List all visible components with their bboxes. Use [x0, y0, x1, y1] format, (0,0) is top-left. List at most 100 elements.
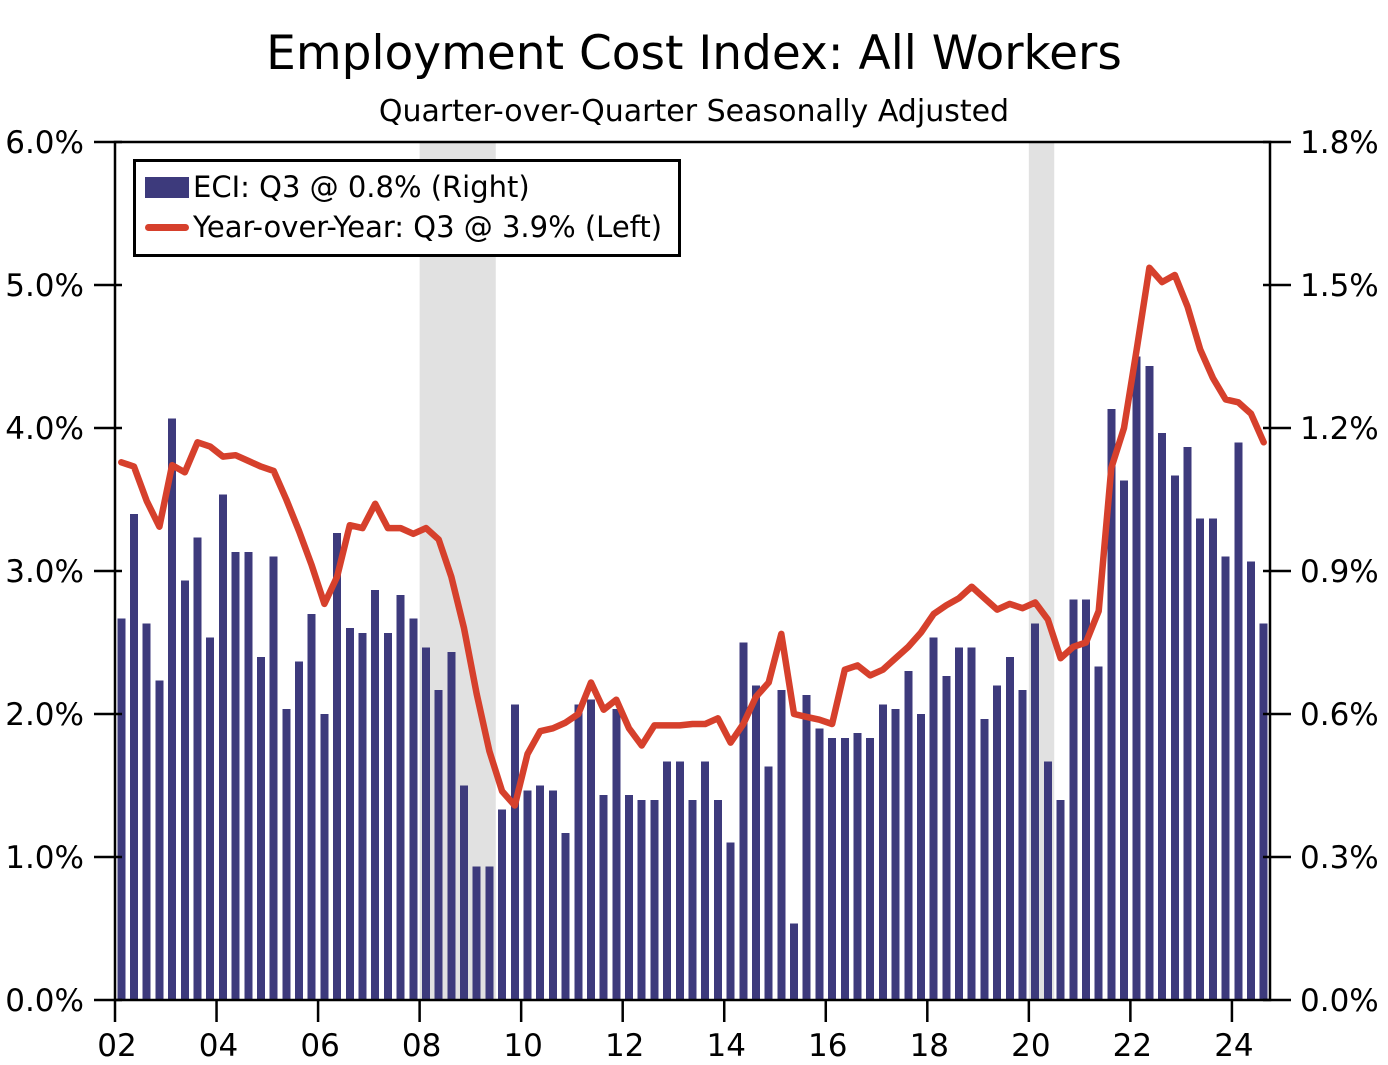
eci-bar-swatch [145, 176, 189, 198]
x-axis-tick-label: 12 [605, 1028, 644, 1064]
eci-bar-2010Q2 [536, 785, 545, 1000]
legend-item-yoy: Year-over-Year: Q3 @ 3.9% (Left) [145, 207, 662, 247]
x-axis-tick-label: 02 [97, 1028, 136, 1064]
x-axis-tick-label: 16 [808, 1028, 847, 1064]
eci-bar-2012Q3 [650, 799, 659, 1000]
eci-bar-2011Q4 [612, 709, 621, 1000]
left-axis-tick-label: 3.0% [5, 554, 84, 590]
eci-bar-2012Q4 [663, 761, 672, 1000]
eci-bar-2021Q2 [1094, 666, 1103, 1000]
eci-bar-2023Q4 [1221, 556, 1230, 1000]
eci-bar-2012Q1 [625, 795, 634, 1000]
eci-bar-2010Q1 [523, 790, 532, 1000]
eci-bar-2021Q4 [1120, 480, 1129, 1000]
eci-bar-2002Q1 [117, 618, 126, 1000]
left-axis-tick-label: 0.0% [5, 983, 84, 1019]
eci-bar-2008Q1 [421, 647, 430, 1000]
eci-bar-2015Q3 [802, 694, 811, 1000]
eci-bar-2002Q4 [155, 680, 164, 1000]
eci-bar-2013Q3 [701, 761, 710, 1000]
eci-bar-2021Q3 [1107, 408, 1116, 1000]
eci-bar-2014Q3 [751, 685, 760, 1000]
chart-legend: ECI: Q3 @ 0.8% (Right) Year-over-Year: Q… [133, 159, 682, 257]
eci-bar-2005Q4 [307, 613, 316, 1000]
right-axis-tick-label: 0.3% [1300, 840, 1379, 876]
eci-bar-2012Q2 [637, 799, 646, 1000]
eci-bar-2009Q4 [510, 704, 519, 1000]
eci-bar-2004Q3 [244, 551, 253, 1000]
legend-label-eci: ECI: Q3 @ 0.8% (Right) [193, 170, 530, 204]
eci-bar-2006Q1 [320, 714, 329, 1000]
eci-bar-2011Q3 [599, 795, 608, 1000]
chart-title: Employment Cost Index: All Workers [266, 26, 1122, 81]
left-axis-tick-label: 6.0% [5, 125, 84, 161]
eci-bar-2015Q2 [790, 923, 799, 1000]
eci-bar-2017Q2 [891, 709, 900, 1000]
eci-bar-2022Q2 [1145, 366, 1154, 1000]
x-axis-tick-label: 20 [1011, 1028, 1050, 1064]
eci-bar-2020Q2 [1043, 761, 1052, 1000]
eci-bar-2019Q3 [1005, 656, 1014, 1000]
eci-bar-2005Q1 [269, 556, 278, 1000]
eci-bar-2014Q1 [726, 842, 735, 1000]
eci-bar-2018Q3 [955, 647, 964, 1000]
x-axis-tick-label: 08 [402, 1028, 441, 1064]
eci-bar-2023Q2 [1196, 518, 1205, 1000]
eci-bar-2015Q1 [777, 690, 786, 1000]
eci-bar-2004Q1 [218, 494, 227, 1000]
eci-bar-2023Q3 [1208, 518, 1217, 1000]
eci-bar-2002Q3 [142, 623, 151, 1000]
eci-bar-2022Q4 [1170, 475, 1179, 1001]
eci-bar-2009Q2 [485, 866, 494, 1000]
eci-bar-2004Q4 [256, 656, 265, 1000]
eci-bar-2024Q3 [1259, 623, 1268, 1000]
eci-bar-2015Q4 [815, 728, 824, 1000]
eci-bar-2005Q2 [282, 709, 291, 1000]
x-axis-tick-label: 04 [199, 1028, 238, 1064]
eci-bar-2003Q1 [168, 418, 177, 1000]
x-axis-tick-label: 22 [1113, 1028, 1152, 1064]
eci-bar-2010Q3 [548, 790, 557, 1000]
right-axis-tick-label: 1.8% [1300, 125, 1379, 161]
eci-bar-2004Q2 [231, 551, 240, 1000]
right-axis-tick-label: 0.0% [1300, 983, 1379, 1019]
eci-bar-2014Q4 [764, 766, 773, 1000]
eci-bar-2010Q4 [561, 833, 570, 1000]
left-axis-tick-label: 1.0% [5, 840, 84, 876]
left-axis-tick-label: 4.0% [5, 411, 84, 447]
right-axis-tick-label: 1.2% [1300, 411, 1379, 447]
eci-bar-2005Q3 [295, 661, 304, 1000]
eci-bar-2009Q3 [498, 809, 507, 1000]
eci-bar-2003Q4 [206, 637, 215, 1000]
eci-bar-2020Q3 [1056, 799, 1065, 1000]
x-axis-tick-label: 06 [300, 1028, 339, 1064]
x-axis-tick-label: 24 [1214, 1028, 1253, 1064]
eci-bar-2018Q4 [967, 647, 976, 1000]
right-axis-tick-label: 0.6% [1300, 697, 1379, 733]
eci-bar-2022Q1 [1132, 356, 1141, 1000]
eci-bar-2018Q2 [942, 675, 951, 1000]
eci-bar-2002Q2 [130, 513, 139, 1000]
eci-bar-2017Q1 [878, 704, 887, 1000]
eci-bar-2007Q2 [383, 632, 392, 1000]
eci-bar-2007Q3 [396, 594, 405, 1000]
eci-bar-2016Q3 [853, 733, 862, 1000]
eci-bar-2016Q4 [866, 737, 875, 1000]
legend-label-yoy: Year-over-Year: Q3 @ 3.9% (Left) [193, 210, 663, 244]
eci-bar-2003Q2 [180, 580, 189, 1000]
eci-bar-2021Q1 [1081, 599, 1090, 1000]
eci-bar-2007Q1 [371, 590, 380, 1000]
eci-bar-2014Q2 [739, 642, 748, 1000]
eci-bar-2013Q4 [713, 799, 722, 1000]
left-axis-tick-label: 2.0% [5, 697, 84, 733]
legend-item-eci: ECI: Q3 @ 0.8% (Right) [145, 167, 662, 207]
chart-subtitle: Quarter-over-Quarter Seasonally Adjusted [378, 94, 1010, 129]
eci-bar-2009Q1 [472, 866, 481, 1000]
eci-bar-2020Q1 [1031, 623, 1040, 1000]
eci-bar-2018Q1 [929, 637, 938, 1000]
eci-bar-2003Q3 [193, 537, 202, 1000]
eci-bar-2024Q1 [1234, 442, 1243, 1000]
eci-bar-2017Q3 [904, 671, 913, 1000]
